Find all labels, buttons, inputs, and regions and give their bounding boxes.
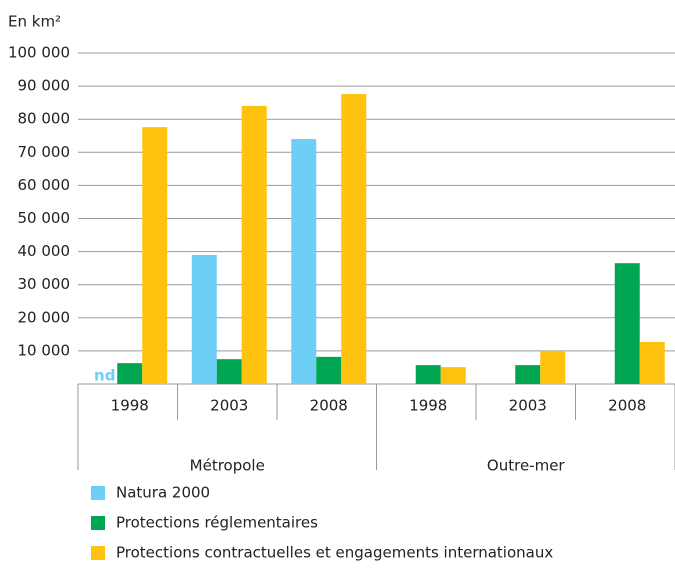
bar (216, 359, 242, 384)
y-tick-label: 80 000 (18, 110, 71, 128)
bar (540, 350, 566, 384)
bar (191, 254, 217, 384)
legend-swatch (91, 486, 105, 500)
y-tick-label: 90 000 (18, 77, 71, 95)
x-tick-label: 1998 (111, 397, 149, 415)
bar (415, 365, 441, 384)
bar (440, 367, 466, 384)
y-tick-label: 50 000 (18, 209, 71, 227)
bar (639, 341, 665, 384)
y-tick-label: 20 000 (18, 308, 71, 326)
x-tick-label: 2008 (310, 397, 348, 415)
group-label: Métropole (190, 457, 265, 475)
x-tick-label: 2008 (608, 397, 646, 415)
annotation: nd (94, 367, 115, 385)
y-tick-label: 30 000 (18, 275, 71, 293)
bar (291, 139, 317, 384)
y-axis-label: En km² (8, 13, 61, 31)
group-label: Outre-mer (487, 457, 566, 475)
legend-label: Natura 2000 (116, 484, 210, 502)
y-tick-label: 100 000 (8, 44, 70, 62)
bar (341, 94, 367, 384)
y-tick-label: 70 000 (18, 143, 71, 161)
legend-swatch (91, 546, 105, 560)
bar (316, 356, 342, 384)
legend-label: Protections réglementaires (116, 514, 318, 532)
bar (614, 263, 640, 384)
y-tick-label: 40 000 (18, 242, 71, 260)
bar (117, 363, 143, 384)
bar (241, 105, 267, 385)
bar (515, 365, 541, 384)
legend-label: Protections contractuelles et engagement… (116, 544, 553, 562)
x-tick-label: 2003 (210, 397, 248, 415)
y-tick-label: 60 000 (18, 176, 71, 194)
bar (142, 127, 168, 385)
legend-swatch (91, 516, 105, 530)
x-tick-label: 1998 (409, 397, 447, 415)
y-tick-label: 10 000 (18, 341, 71, 359)
x-tick-label: 2003 (509, 397, 547, 415)
